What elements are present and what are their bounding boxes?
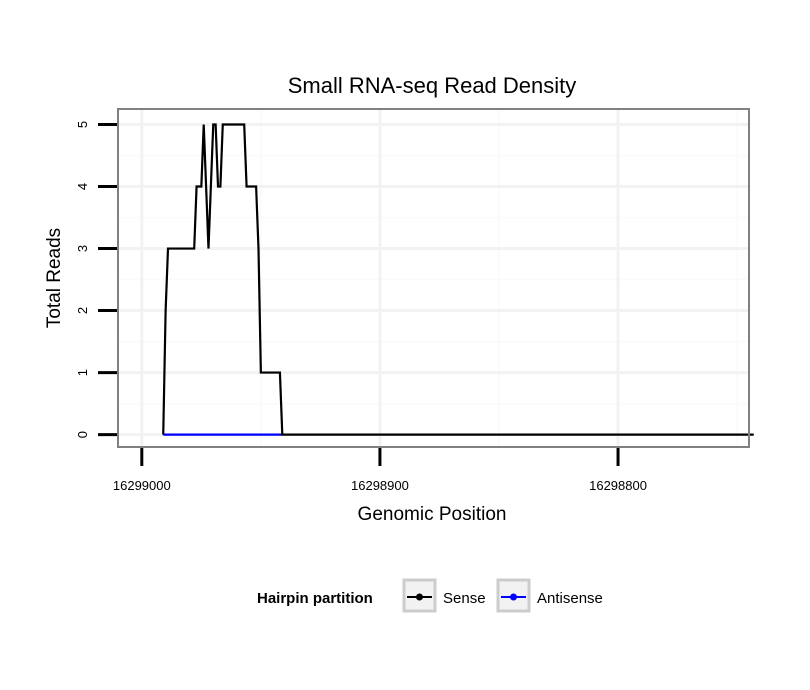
y-tick-label-5: 5 [75,121,90,128]
y-axis-ticks: 0 1 2 3 4 5 [75,121,117,438]
x-axis-title: Genomic Position [358,504,507,525]
series-lines [162,123,754,436]
plot-panel [118,109,749,447]
y-tick-label-4: 4 [75,183,90,190]
series-line-sense [162,123,754,436]
x-axis-ticks: 16299000 16298900 16298800 [113,448,647,493]
y-tick-label-2: 2 [75,307,90,314]
legend: Hairpin partition Sense Antisense [257,578,603,613]
x-tick-label-0: 16299000 [113,478,171,493]
legend-label-antisense: Antisense [537,590,603,607]
y-tick-label-3: 3 [75,245,90,252]
x-tick-label-1: 16298900 [351,478,409,493]
x-tick-label-2: 16298800 [589,478,647,493]
legend-title: Hairpin partition [257,590,373,607]
plot-border [117,108,750,448]
legend-key-sense-dot [416,593,423,601]
legend-label-sense: Sense [443,590,486,607]
y-axis-title: Total Reads [44,228,65,328]
y-tick-label-1: 1 [75,369,90,376]
chart-title: Small RNA-seq Read Density [288,73,577,98]
legend-key-antisense-dot [510,593,517,601]
y-tick-label-0: 0 [75,431,90,438]
